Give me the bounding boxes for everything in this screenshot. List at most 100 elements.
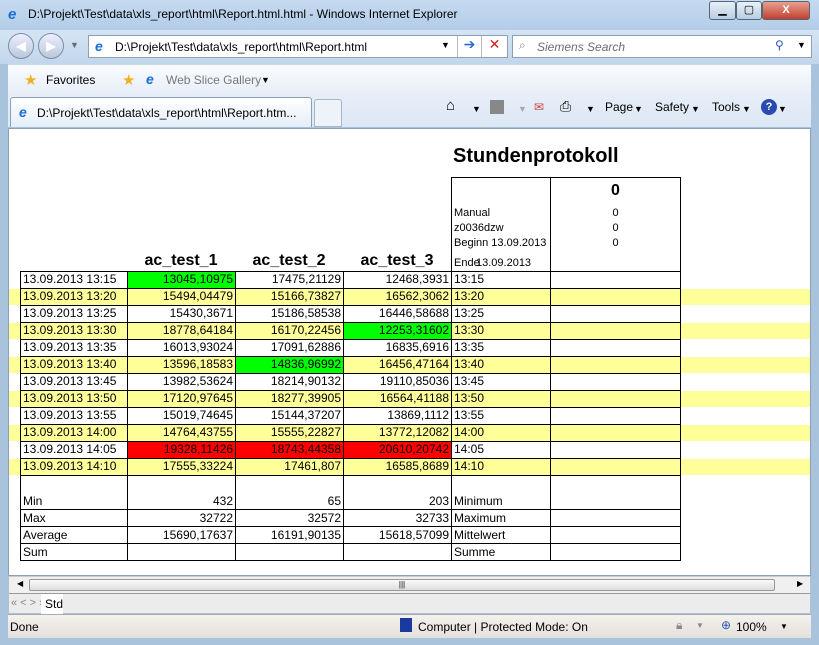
search-icon: ⌕	[519, 38, 526, 52]
time-cell: 13:45	[451, 373, 551, 391]
stop-icon[interactable]: ✕	[481, 36, 507, 57]
zoom-icon[interactable]: ⊕	[721, 618, 732, 632]
sheet-nav-buttons[interactable]: « < > »	[11, 597, 46, 609]
empty-cell	[550, 288, 681, 306]
sheet-tab-std[interactable]: Std	[41, 594, 63, 614]
stat-value: 65	[235, 475, 344, 510]
tools-menu[interactable]: Tools	[712, 100, 741, 114]
feeds-icon[interactable]	[490, 100, 504, 114]
stat-label: Max	[20, 509, 128, 527]
go-icon[interactable]: ➔	[457, 36, 481, 57]
value-cell: 17555,33224	[127, 458, 236, 476]
value-cell: 17120,97645	[127, 390, 236, 408]
value-cell: 18277,39905	[235, 390, 344, 408]
column-header: ac_test_2	[252, 252, 326, 269]
zoom-level[interactable]: 100%	[736, 620, 767, 634]
help-icon[interactable]: ?	[761, 99, 777, 115]
value-cell: 16013,93024	[127, 339, 236, 357]
home-icon[interactable]: ⌂	[446, 97, 456, 114]
maximize-button[interactable]: ▢	[736, 1, 762, 20]
empty-cell	[550, 509, 681, 527]
add-favorite-icon[interactable]: ★	[122, 72, 136, 89]
scroll-left-icon[interactable]: ◀	[17, 579, 24, 588]
web-slice-icon: e	[146, 71, 154, 87]
timestamp-cell: 13.09.2013 13:25	[20, 305, 128, 323]
close-button[interactable]: X	[762, 1, 810, 20]
help-dropdown-icon[interactable]: ▼	[778, 104, 787, 114]
minimize-button[interactable]: ▁	[709, 1, 736, 20]
time-cell: 14:10	[451, 458, 551, 476]
back-button[interactable]: ◀	[8, 33, 34, 59]
info-mode: Manual	[454, 207, 491, 219]
web-slice-dropdown-icon[interactable]: ▼	[261, 75, 270, 85]
search-options-icon[interactable]: ▼	[797, 40, 806, 50]
value-cell: 13596,18583	[127, 356, 236, 374]
stat-label: Average	[20, 526, 128, 544]
info-value: 0	[612, 222, 619, 234]
stat-label-de: Mittelwert	[451, 526, 551, 544]
value-cell: 20610,20742	[343, 441, 452, 459]
info-begin: Beginn 13.09.2013	[454, 237, 547, 249]
protected-mode-dropdown-icon[interactable]: ▼	[696, 621, 704, 630]
web-slice-gallery-link[interactable]: Web Slice Gallery	[166, 73, 262, 87]
status-bar: Done Computer | Protected Mode: On 🔒︎ ▼ …	[8, 614, 811, 638]
favorites-button[interactable]: Favorites	[46, 73, 96, 87]
value-cell: 18778,64184	[127, 322, 236, 340]
value-cell: 16585,8689	[343, 458, 452, 476]
print-icon[interactable]: ⎙	[560, 98, 572, 114]
recent-pages-dropdown-icon[interactable]: ▼	[70, 40, 79, 50]
value-cell: 17461,807	[235, 458, 344, 476]
value-cell: 15555,22827	[235, 424, 344, 442]
tab-page-icon: e	[19, 104, 27, 120]
value-cell: 13982,53624	[127, 373, 236, 391]
page-menu[interactable]: Page	[605, 100, 634, 114]
address-bar[interactable]: e D:\Projekt\Test\data\xls_report\html\R…	[88, 35, 508, 58]
protected-mode-icon[interactable]: 🔒︎	[676, 618, 683, 632]
favorites-star-icon: ★	[24, 72, 38, 89]
address-text: D:\Projekt\Test\data\xls_report\html\Rep…	[115, 40, 368, 54]
empty-cell	[550, 390, 681, 408]
value-cell: 15019,74645	[127, 407, 236, 425]
empty-cell	[550, 356, 681, 374]
value-cell: 14764,43755	[127, 424, 236, 442]
new-tab-button[interactable]	[314, 99, 342, 127]
scroll-thumb[interactable]: |||	[29, 579, 775, 591]
time-cell: 13:25	[451, 305, 551, 323]
browser-tab-report[interactable]: e D:\Projekt\Test\data\xls_report\html\R…	[10, 97, 312, 127]
empty-cell	[550, 305, 681, 323]
time-cell: 13:20	[451, 288, 551, 306]
window-title: D:\Projekt\Test\data\xls_report\html\Rep…	[28, 7, 458, 21]
timestamp-cell: 13.09.2013 13:30	[20, 322, 128, 340]
stat-label-de: Minimum	[451, 475, 551, 510]
stat-value: 32722	[127, 509, 236, 527]
zoom-dropdown-icon[interactable]: ▼	[780, 622, 788, 631]
forward-button[interactable]: ▶	[38, 33, 64, 59]
safety-menu[interactable]: Safety	[655, 100, 690, 114]
empty-cell	[550, 475, 681, 510]
value-cell: 16170,22456	[235, 322, 344, 340]
stat-value	[343, 543, 452, 561]
security-zone: Computer | Protected Mode: On	[418, 620, 588, 634]
empty-cell	[550, 339, 681, 357]
safety-dropdown-icon: ▼	[691, 104, 700, 114]
time-cell: 13:15	[451, 271, 551, 289]
value-cell: 15166,73827	[235, 288, 344, 306]
address-dropdown-icon[interactable]: ▼	[441, 40, 450, 50]
stat-label-de: Summe	[451, 543, 551, 561]
search-box[interactable]: ⌕ Siemens Search ⚲ ▼	[512, 35, 812, 58]
scroll-right-icon[interactable]: ▶	[797, 579, 804, 588]
mail-icon[interactable]: ✉	[534, 100, 545, 114]
search-go-icon[interactable]: ⚲	[775, 38, 784, 52]
time-cell: 13:35	[451, 339, 551, 357]
horizontal-scrollbar[interactable]: ◀ ||| ▶	[9, 576, 810, 593]
stat-value: 16191,90135	[235, 526, 344, 544]
value-cell: 15186,58538	[235, 305, 344, 323]
print-dropdown-icon[interactable]: ▼	[586, 104, 595, 114]
feeds-dropdown-icon[interactable]: ▼	[518, 104, 527, 114]
empty-cell	[550, 441, 681, 459]
empty-cell	[550, 407, 681, 425]
home-dropdown-icon[interactable]: ▼	[472, 104, 481, 114]
empty-cell	[550, 322, 681, 340]
value-cell: 13869,1112	[343, 407, 452, 425]
computer-icon	[400, 618, 412, 632]
